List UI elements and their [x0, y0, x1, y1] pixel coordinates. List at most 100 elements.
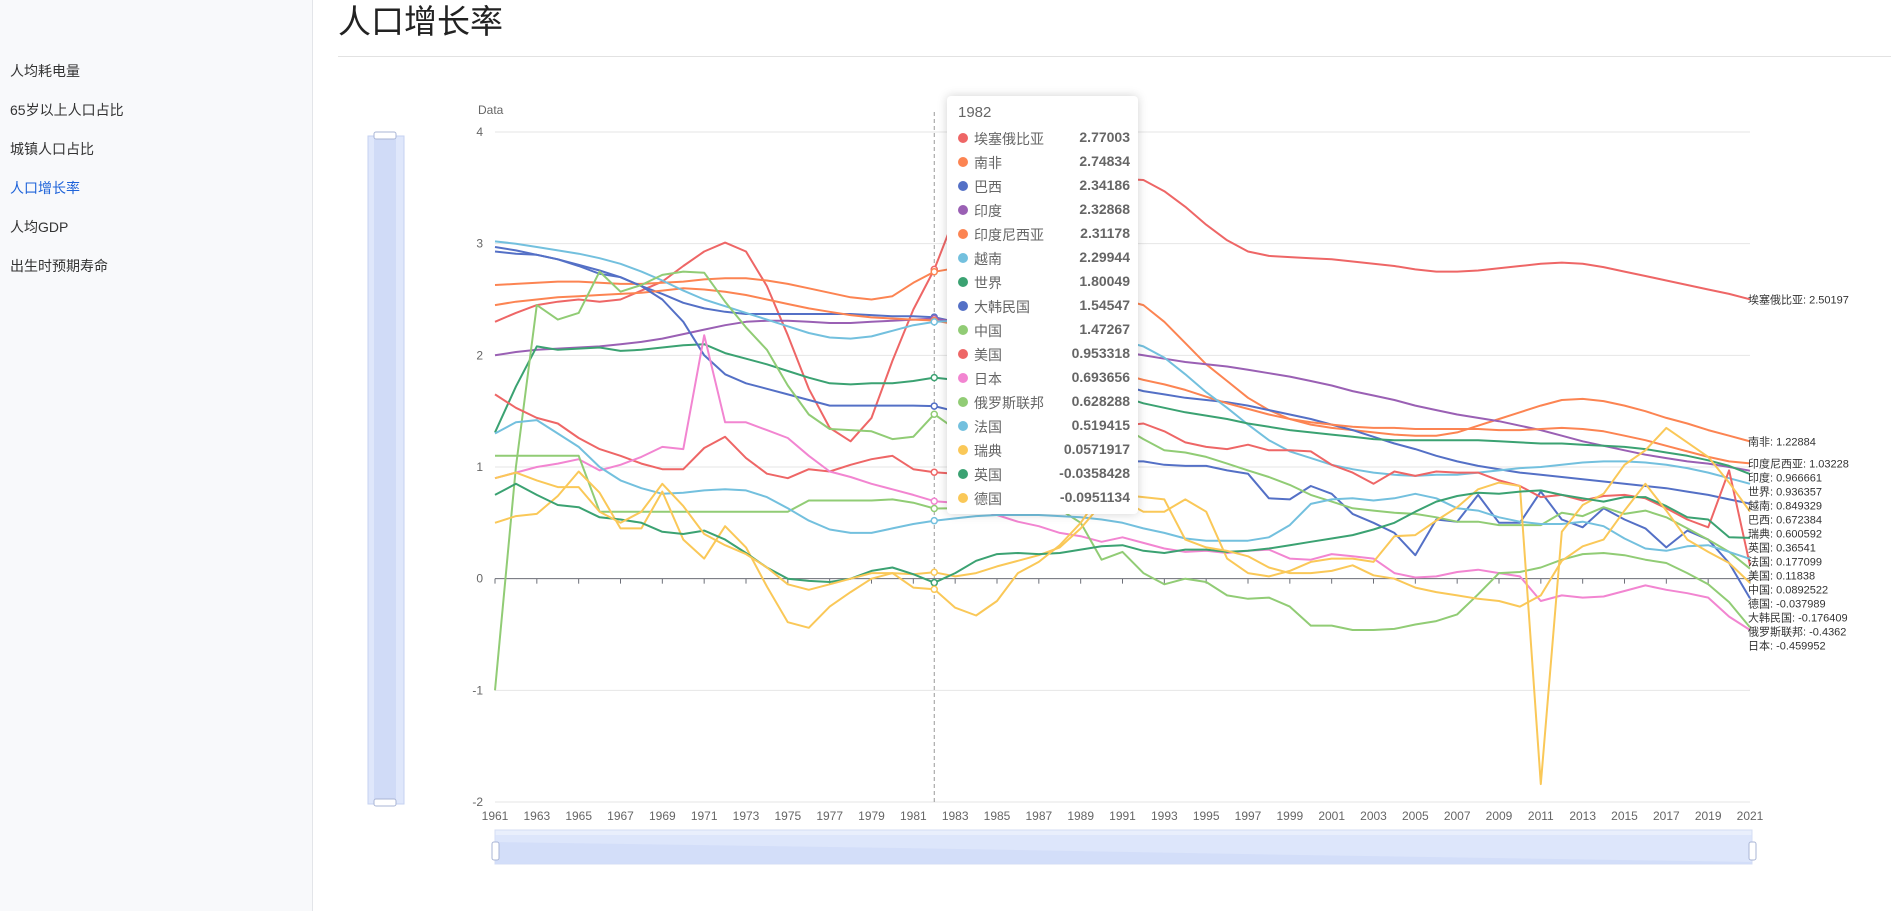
series-dot-icon [958, 493, 968, 503]
tooltip-row: 南非 2.74834 [958, 150, 1130, 174]
series-line [494, 419, 1751, 560]
chart-tooltip: 1982 埃塞俄比亚 2.77003 南非 2.74834 巴西 2.34186 印度 2.3… [947, 96, 1138, 514]
slider-handle-bottom [373, 798, 397, 807]
tooltip-series-name: 日本 [974, 371, 1002, 387]
x-tick-label: 2019 [1695, 809, 1722, 823]
tooltip-series-value: 2.29944 [1079, 249, 1130, 265]
series-end-label: 印度尼西亚: 1.03228 [1748, 456, 1849, 470]
x-tick-label: 1971 [691, 809, 718, 823]
x-data-zoom-slider[interactable] [491, 829, 1757, 865]
y-tick-label: 2 [476, 348, 483, 362]
tooltip-row: 中国 1.47267 [958, 318, 1130, 342]
series-point [930, 516, 938, 525]
tooltip-series-value: 2.74834 [1079, 153, 1130, 169]
y-tick-label: 3 [476, 237, 483, 251]
tooltip-series-name: 法国 [974, 419, 1002, 435]
series-dot-icon [958, 397, 968, 407]
series-dot-icon [958, 469, 968, 479]
series-end-label: 德国: -0.037989 [1748, 596, 1826, 610]
series-point [930, 318, 938, 326]
series-end-label: 法国: 0.177099 [1748, 554, 1822, 568]
sidebar-item-urban-population[interactable]: 城镇人口占比 [10, 141, 94, 157]
tooltip-series-name: 越南 [974, 251, 1002, 267]
tooltip-series-name: 印度尼西亚 [974, 227, 1044, 243]
sidebar-item-gdp-per-capita[interactable]: 人均GDP [10, 219, 69, 235]
slider-handle-top [373, 131, 397, 140]
tooltip-series-name: 印度 [974, 203, 1002, 219]
x-tick-label: 2001 [1318, 809, 1345, 823]
tooltip-series-value: 1.47267 [1079, 321, 1130, 337]
y-data-zoom-slider[interactable] [367, 131, 405, 807]
tooltip-row: 世界 1.80049 [958, 270, 1130, 294]
tooltip-series-value: 0.0571917 [1063, 441, 1130, 457]
x-tick-label: 1999 [1276, 809, 1303, 823]
tooltip-series-value: 0.519415 [1071, 417, 1130, 433]
tooltip-series-value: 2.34186 [1079, 177, 1130, 193]
tooltip-row: 巴西 2.34186 [958, 174, 1130, 198]
series-point [930, 410, 938, 418]
x-tick-label: 1975 [774, 809, 801, 823]
series-dot-icon [958, 133, 968, 143]
series-point [930, 578, 938, 587]
series-end-label: 巴西: 0.672384 [1748, 514, 1822, 526]
tooltip-row: 日本 0.693656 [958, 366, 1130, 390]
sidebar-item-population-growth[interactable]: 人口增长率 [10, 180, 80, 196]
tooltip-row: 德国 -0.0951134 [958, 486, 1130, 510]
sidebar-item-electricity[interactable]: 人均耗电量 [10, 63, 80, 79]
title-divider [338, 56, 1891, 57]
tooltip-series-name: 中国 [974, 323, 1002, 339]
y-tick-label: -1 [472, 683, 483, 697]
slider-selection [374, 136, 396, 804]
x-tick-label: 2011 [1528, 809, 1554, 823]
x-tick-label: 1981 [900, 809, 927, 823]
series-dot-icon [958, 349, 968, 359]
series-end-label: 南非: 1.22884 [1748, 435, 1816, 448]
x-tick-label: 1987 [1025, 809, 1052, 823]
x-tick-label: 2013 [1569, 809, 1596, 823]
series-point [930, 402, 938, 410]
x-tick-label: 2009 [1486, 809, 1513, 823]
sidebar: 人均耗电量 65岁以上人口占比 城镇人口占比 人口增长率 人均GDP 出生时预期… [0, 0, 313, 911]
tooltip-series-name: 巴西 [974, 179, 1002, 195]
series-end-label: 英国: 0.36541 [1748, 540, 1816, 554]
series-point [930, 568, 938, 577]
series-end-label: 世界: 0.936357 [1748, 485, 1822, 498]
tooltip-series-value: 2.31178 [1080, 225, 1130, 241]
x-tick-label: 1977 [816, 809, 843, 823]
tooltip-row: 法国 0.519415 [958, 414, 1130, 438]
tooltip-row: 印度尼西亚 2.31178 [958, 222, 1130, 246]
series-end-label: 埃塞俄比亚: 2.50197 [1748, 292, 1849, 306]
series-point [930, 585, 938, 594]
x-tick-label: 1973 [733, 809, 760, 823]
slider-handle-left [491, 841, 500, 861]
tooltip-row: 俄罗斯联邦 0.628288 [958, 390, 1130, 414]
series-dot-icon [958, 181, 968, 191]
x-tick-label: 1985 [984, 809, 1011, 823]
x-tick-label: 1965 [565, 809, 592, 823]
series-line [494, 482, 1751, 584]
series-end-label: 瑞典: 0.600592 [1748, 526, 1822, 540]
series-point [930, 468, 938, 476]
series-end-label: 印度: 0.966661 [1748, 470, 1822, 484]
series-dot-icon [958, 421, 968, 431]
tooltip-series-value: 1.54547 [1079, 297, 1130, 313]
series-dot-icon [958, 445, 968, 455]
x-tick-label: 1993 [1151, 809, 1178, 823]
x-tick-label: 1969 [649, 809, 676, 823]
tooltip-row: 印度 2.32868 [958, 198, 1130, 222]
tooltip-series-name: 世界 [974, 275, 1002, 291]
series-end-label: 美国: 0.11838 [1748, 569, 1815, 582]
sidebar-item-life-expectancy[interactable]: 出生时预期寿命 [10, 258, 108, 274]
tooltip-row: 大韩民国 1.54547 [958, 294, 1130, 318]
x-tick-label: 1979 [858, 809, 885, 823]
series-point [930, 373, 938, 382]
series-dot-icon [958, 157, 968, 167]
sidebar-item-elderly-population[interactable]: 65岁以上人口占比 [10, 102, 124, 118]
tooltip-row: 美国 0.953318 [958, 342, 1130, 366]
x-tick-label: 2007 [1444, 809, 1471, 823]
series-end-label: 越南: 0.849329 [1748, 498, 1822, 512]
tooltip-year: 1982 [958, 104, 992, 121]
series-dot-icon [958, 229, 968, 239]
hover-markers [930, 265, 938, 594]
